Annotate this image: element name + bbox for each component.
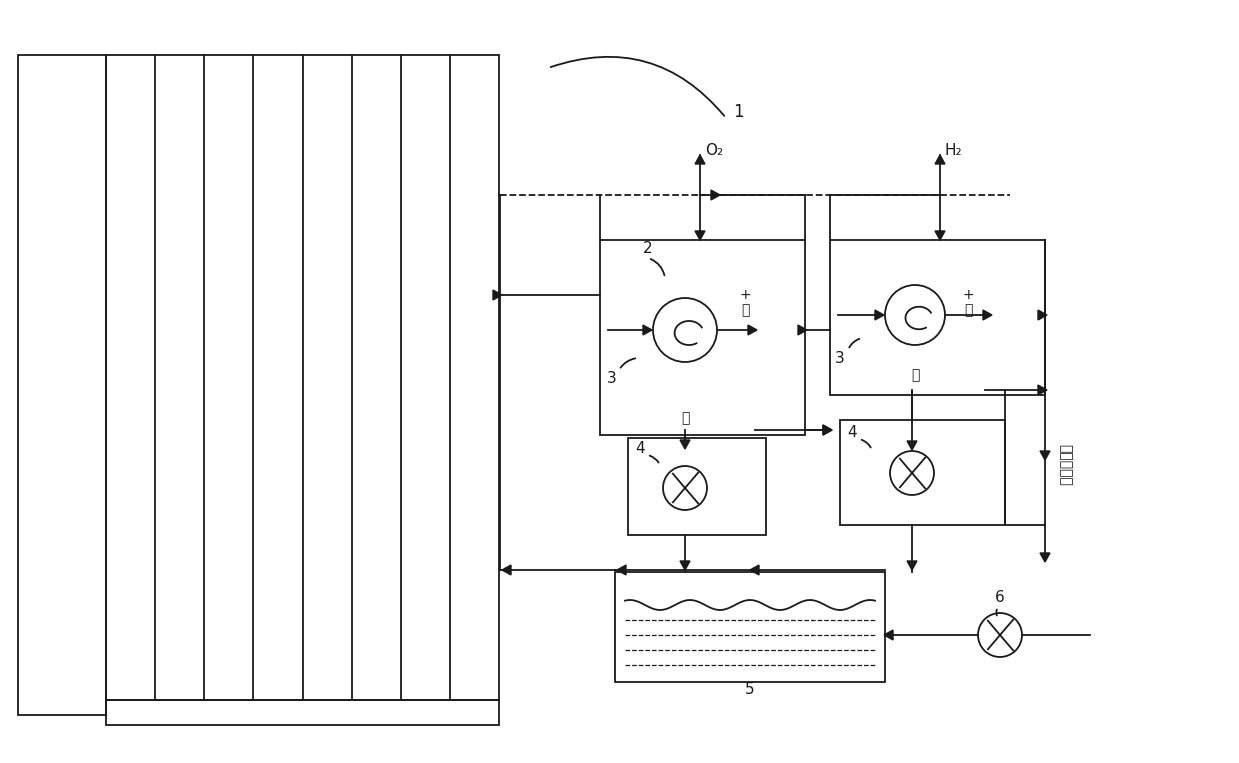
Polygon shape [502,565,510,575]
Polygon shape [935,155,945,164]
Polygon shape [935,231,945,240]
FancyArrowPatch shape [861,439,871,448]
Text: 5: 5 [745,682,755,697]
Polygon shape [1038,310,1047,320]
Bar [107,55,499,700]
FancyArrowPatch shape [649,456,659,462]
FancyArrowPatch shape [650,259,664,275]
Text: H₂: H₂ [945,143,963,157]
Polygon shape [1040,553,1049,562]
Bar [628,438,766,535]
FancyArrowPatch shape [550,56,725,116]
Bar [107,700,499,725]
Polygon shape [680,561,690,570]
Polygon shape [798,325,807,335]
Polygon shape [643,325,652,335]
Polygon shape [907,561,917,570]
Text: 6: 6 [995,591,1005,606]
Polygon shape [883,630,893,640]
Bar [830,240,1044,395]
Bar [19,55,107,715]
Polygon shape [1040,451,1049,460]
Text: 分离电解液: 分离电解液 [1058,444,1072,486]
FancyArrowPatch shape [849,339,860,347]
Polygon shape [983,310,992,320]
Text: 4: 4 [636,440,644,456]
Text: 液: 液 [680,411,689,425]
Polygon shape [493,290,502,300]
Bar [615,572,885,682]
Text: O₂: O₂ [705,143,724,157]
Polygon shape [680,440,690,449]
Text: 4: 4 [847,424,857,439]
Polygon shape [695,231,705,240]
Polygon shape [750,565,760,575]
Polygon shape [617,565,626,575]
Text: 气: 气 [964,303,973,317]
Text: +: + [740,288,751,302]
Text: 液: 液 [911,368,919,382]
Polygon shape [823,425,833,435]
Bar [840,420,1005,525]
Polygon shape [1038,385,1047,395]
Polygon shape [875,310,883,320]
Text: 2: 2 [643,240,653,256]
Text: 气: 气 [741,303,750,317]
Bar [600,240,805,435]
Polygon shape [711,190,720,200]
Polygon shape [823,425,833,435]
Text: 3: 3 [607,371,617,385]
Text: 3: 3 [835,350,845,365]
Polygon shape [695,155,705,164]
Text: 1: 1 [732,103,743,121]
Polygon shape [748,325,757,335]
Polygon shape [907,441,917,450]
FancyArrowPatch shape [621,359,636,368]
Text: +: + [963,288,974,302]
